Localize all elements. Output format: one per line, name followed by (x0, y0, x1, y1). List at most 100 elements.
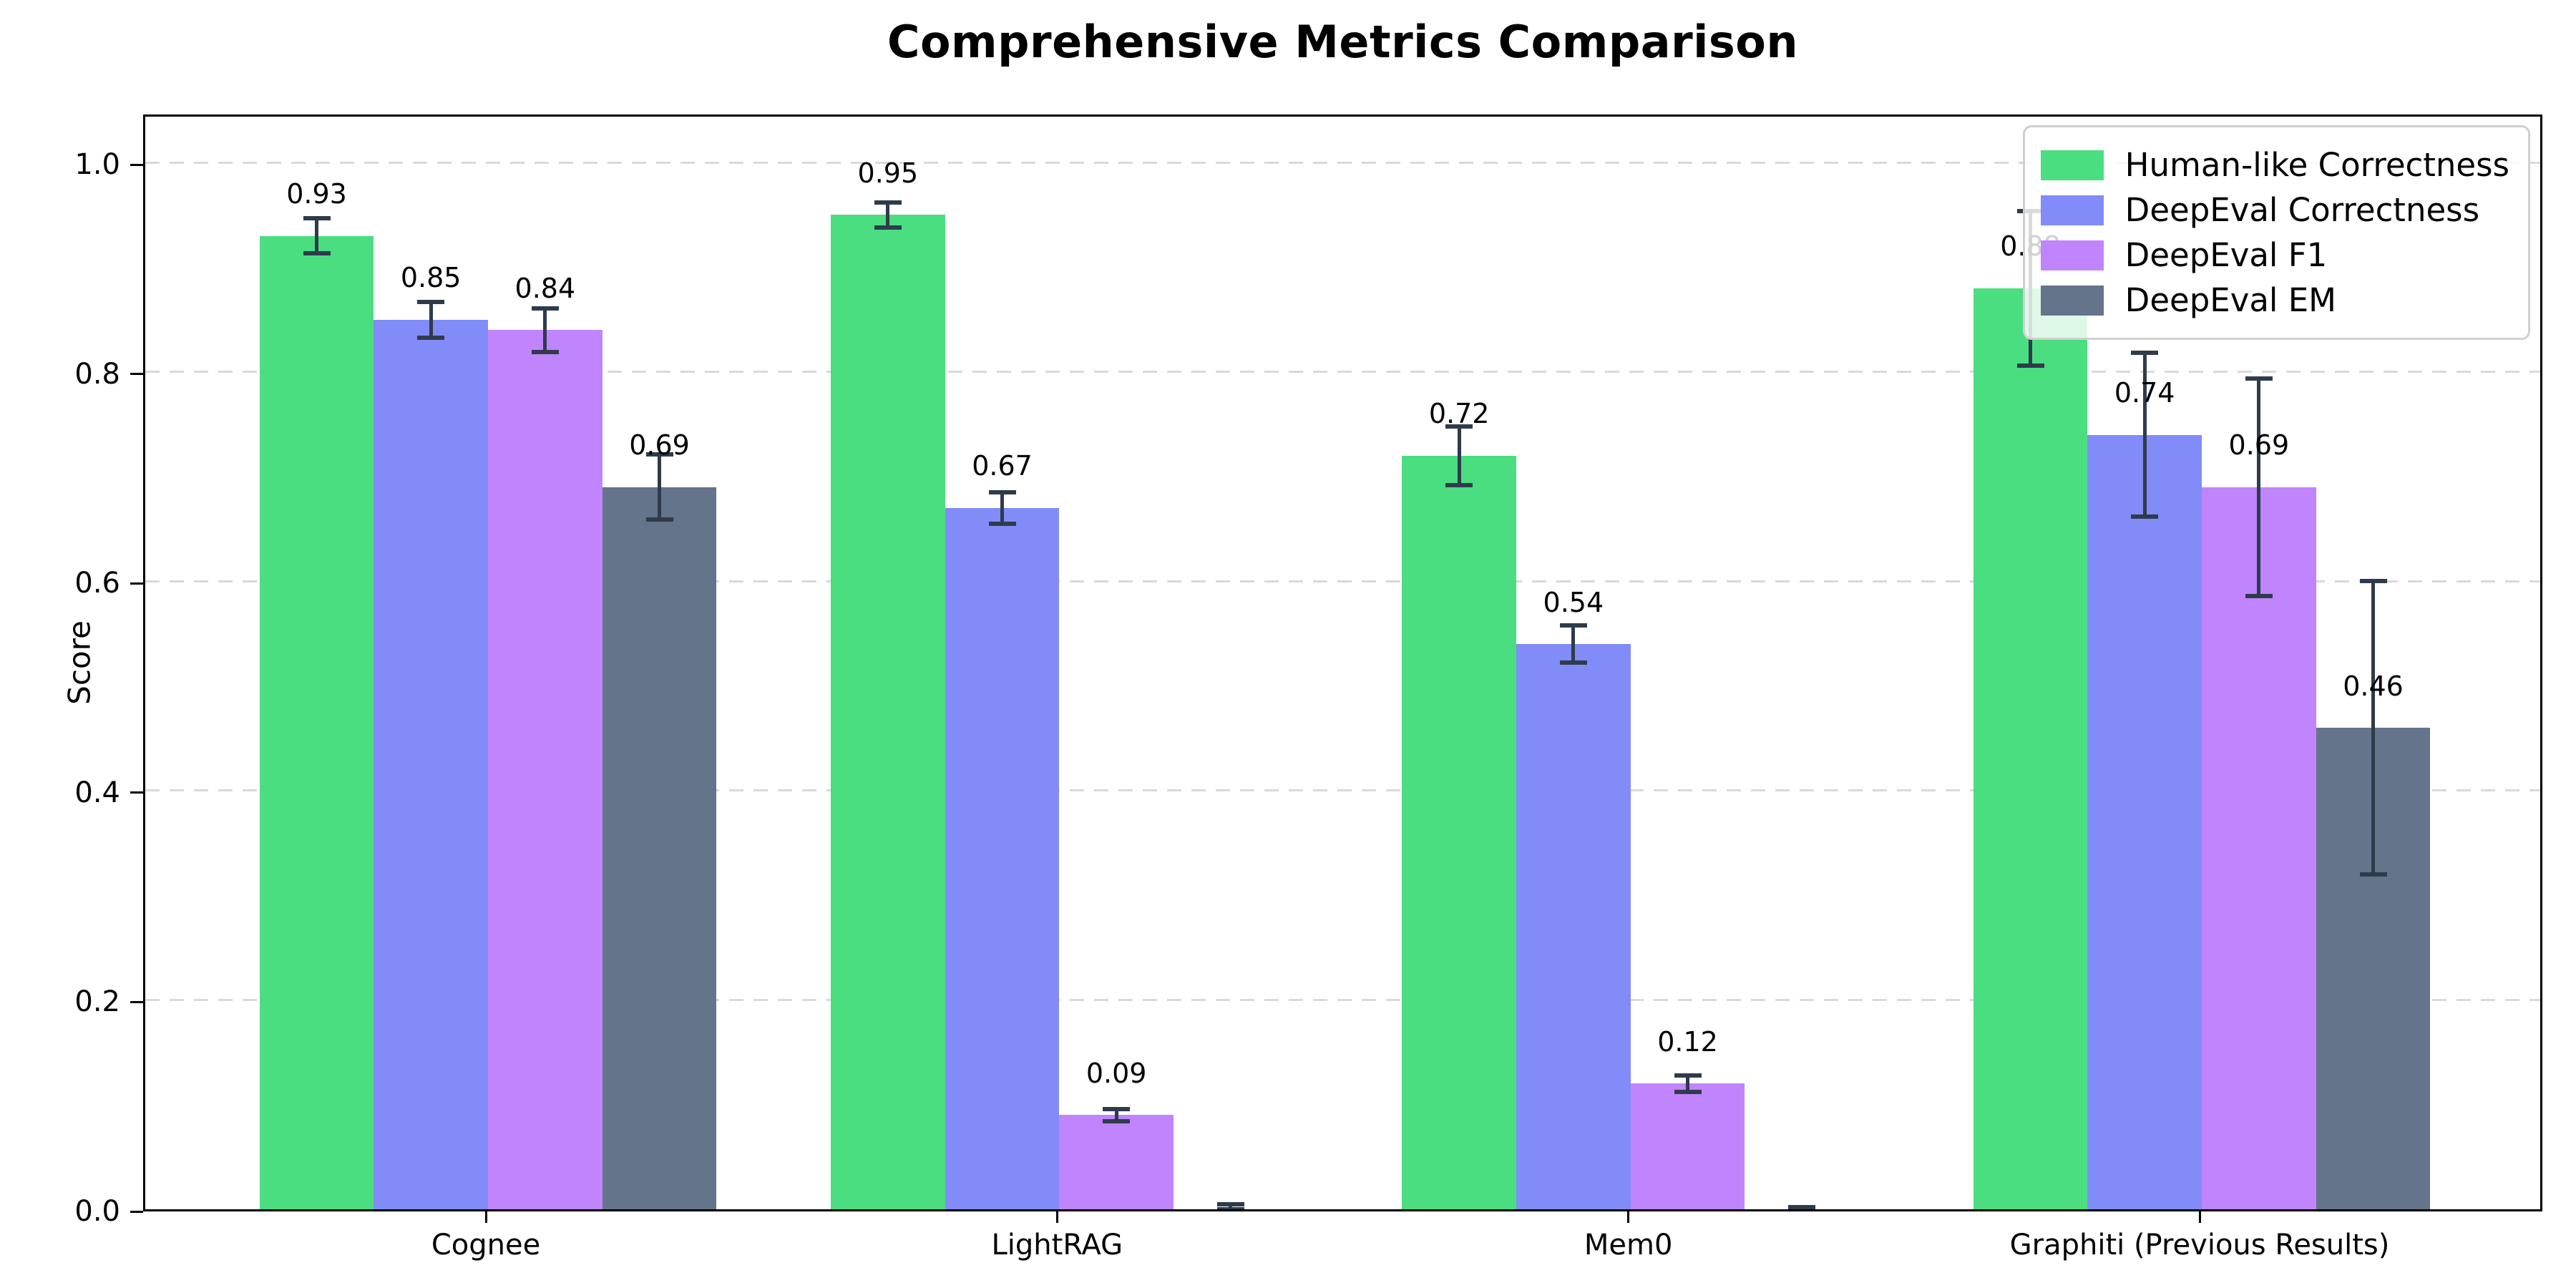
y-tick-label: 0.4 (74, 776, 120, 809)
y-axis-title: Score (62, 620, 97, 705)
y-tick-label: 0.0 (74, 1195, 120, 1228)
error-bar-cap-top (531, 306, 559, 311)
error-bar-cap-bottom (1674, 1090, 1702, 1095)
y-tick-mark (130, 1000, 143, 1003)
y-tick-mark (130, 163, 143, 166)
legend-swatch (2040, 195, 2104, 225)
x-tick-mark (1055, 1211, 1058, 1223)
y-tick-mark (130, 1210, 143, 1213)
error-bar-line (1229, 1204, 1233, 1209)
error-bar-cap-bottom (531, 349, 559, 354)
bar-deepeval-f1-2 (1630, 1083, 1745, 1209)
error-bar-line (2142, 353, 2147, 517)
bar-deepeval-correctness-1 (945, 507, 1060, 1209)
x-tick-label-1: LightRAG (991, 1229, 1123, 1262)
error-bar-cap-top (874, 200, 902, 205)
error-bar-cap-top (303, 215, 331, 220)
error-bar-cap-bottom (1445, 482, 1473, 487)
legend-label: DeepEval F1 (2124, 236, 2328, 274)
y-tick-mark (130, 582, 143, 585)
bar-deepeval-f1-3 (2202, 487, 2316, 1209)
y-tick-mark (130, 373, 143, 376)
error-bar-line (1686, 1075, 1689, 1093)
bar-value-label: 0.09 (1085, 1057, 1147, 1089)
bar-value-label: 0.74 (2114, 376, 2175, 409)
bar-human-like-correctness-0 (259, 235, 374, 1209)
x-tick-mark (1627, 1211, 1630, 1223)
error-bar-cap-bottom (303, 251, 331, 256)
error-bar-line (2257, 378, 2261, 596)
error-bar-cap-top (1216, 1201, 1244, 1206)
bar-value-label: 0.85 (400, 262, 462, 294)
error-bar-line (315, 218, 318, 254)
error-bar-line (1000, 492, 1004, 524)
error-bar-cap-bottom (2016, 364, 2044, 368)
legend: Human-like Correctness DeepEval Correctne… (2022, 125, 2530, 340)
bar-value-label: 0.95 (857, 157, 919, 189)
bar-value-label: 0.69 (629, 429, 690, 462)
bar-deepeval-correctness-3 (2087, 434, 2202, 1209)
bar-value-label: 0.67 (972, 450, 1033, 482)
bar-human-like-correctness-3 (1973, 288, 2088, 1209)
error-bar-cap-bottom (874, 225, 902, 230)
plot-area: Human-like Correctness DeepEval Correctne… (143, 114, 2542, 1211)
error-bar-cap-bottom (645, 517, 673, 522)
gridline-y-0.4 (145, 789, 2540, 792)
error-bar-cap-bottom (988, 521, 1016, 526)
bar-deepeval-f1-1 (1059, 1115, 1174, 1209)
error-bar-cap-bottom (1559, 660, 1587, 665)
error-bar-line (429, 301, 433, 338)
error-bar-cap-bottom (417, 335, 445, 340)
y-tick-label: 0.2 (74, 985, 120, 1019)
legend-item: DeepEval Correctness (2040, 191, 2509, 229)
bar-value-label: 0.46 (2343, 670, 2404, 702)
legend-item: Human-like Correctness (2040, 146, 2509, 184)
bar-value-label: 0.69 (2228, 429, 2290, 462)
error-bar-cap-bottom (1788, 1207, 1816, 1209)
error-bar-cap-top (1445, 424, 1473, 429)
legend-swatch (2040, 285, 2104, 316)
y-tick-mark (130, 791, 143, 794)
error-bar-cap-top (1559, 623, 1587, 628)
error-bar-cap-top (1674, 1073, 1702, 1078)
gridline-y-0.2 (145, 998, 2540, 1001)
gridline-y-0.8 (145, 371, 2540, 374)
error-bar-line (658, 454, 661, 520)
legend-swatch (2040, 150, 2104, 180)
y-tick-label: 1.0 (74, 148, 120, 182)
legend-item: DeepEval EM (2040, 281, 2509, 319)
error-bar-line (1457, 426, 1461, 485)
x-tick-label-0: Cognee (431, 1229, 541, 1262)
bar-deepeval-em-0 (602, 487, 717, 1209)
error-bar-cap-top (2359, 579, 2387, 584)
bar-value-label: 0.72 (1428, 398, 1490, 430)
error-bar-line (1571, 625, 1576, 663)
error-bar-cap-bottom (2131, 514, 2159, 519)
error-bar-cap-top (645, 452, 673, 457)
error-bar-cap-top (2131, 351, 2159, 356)
error-bar-cap-top (1103, 1106, 1131, 1111)
legend-item: DeepEval F1 (2040, 236, 2509, 274)
error-bar-cap-bottom (1103, 1119, 1131, 1124)
bar-deepeval-correctness-0 (374, 319, 488, 1209)
x-tick-label-3: Graphiti (Previous Results) (2009, 1229, 2390, 1262)
bar-value-label: 0.54 (1543, 586, 1604, 618)
y-tick-label: 0.6 (74, 567, 120, 600)
error-bar-cap-top (988, 490, 1016, 494)
error-bar-line (2371, 581, 2375, 874)
error-bar-line (1114, 1108, 1118, 1122)
x-tick-mark (2198, 1211, 2201, 1223)
bar-value-label: 0.84 (514, 272, 576, 304)
legend-label: Human-like Correctness (2124, 146, 2509, 184)
x-tick-label-2: Mem0 (1584, 1229, 1673, 1262)
error-bar-cap-bottom (1216, 1207, 1244, 1209)
legend-label: DeepEval Correctness (2124, 191, 2480, 229)
legend-label: DeepEval EM (2124, 281, 2336, 319)
x-tick-mark (484, 1211, 487, 1223)
bar-human-like-correctness-2 (1402, 455, 1516, 1209)
gridline-y-1.0 (145, 161, 2540, 164)
error-bar-cap-bottom (2245, 593, 2273, 598)
bar-value-label: 0.12 (1657, 1025, 1718, 1058)
bar-deepeval-correctness-2 (1516, 644, 1631, 1209)
